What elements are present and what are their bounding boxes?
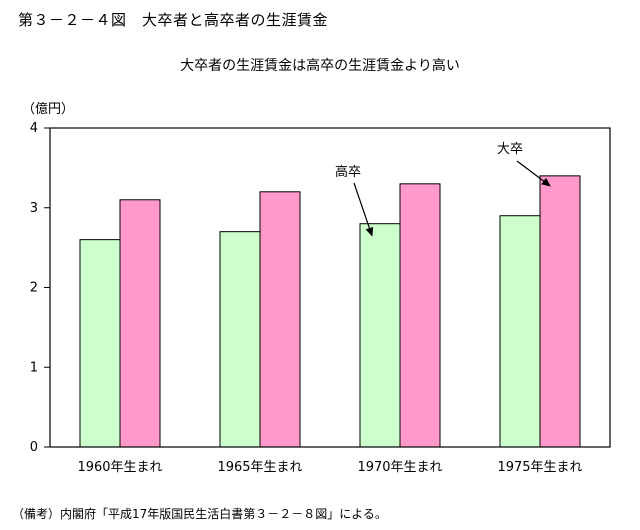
x-category-label: 1965年生まれ (217, 460, 302, 475)
axes-group: 0 1 2 3 4 1960年生まれ 1965年生まれ 1970年生まれ 1975年生まれ (30, 121, 611, 475)
bars-group (79, 175, 581, 448)
chart-subtitle: 大卒者の生涯賃金は高卒の生涯賃金より高い (180, 58, 460, 74)
annotations-group: 高卒 大卒 (335, 142, 551, 237)
y-tick-label: 2 (30, 281, 38, 296)
y-tick-label: 3 (30, 201, 38, 216)
y-tick-label: 1 (30, 360, 38, 375)
annotation-arrow-1 (516, 160, 551, 187)
y-axis-unit-label: （億円） (22, 102, 75, 117)
annotation-label-1: 大卒 (497, 142, 523, 157)
x-category-label: 1970年生まれ (357, 460, 442, 475)
bar-series0-cat1 (219, 231, 261, 448)
y-tick-label: 0 (30, 440, 38, 455)
bar-series0-cat0 (79, 239, 121, 448)
bar-series1-cat3 (539, 175, 581, 448)
source-footnote: （備考）内閣府「平成17年版国民生活白書第３－２－８図」による。 (12, 507, 387, 521)
x-category-label: 1960年生まれ (77, 460, 162, 475)
bar-series1-cat1 (259, 191, 301, 448)
x-category-label: 1975年生まれ (497, 460, 582, 475)
bar-series1-cat2 (399, 183, 441, 448)
bar-series0-cat3 (499, 215, 541, 448)
bar-series1-cat0 (119, 199, 161, 448)
y-tick-label: 4 (30, 121, 38, 136)
annotation-arrow-0 (353, 182, 374, 237)
figure-title: 第３－２－４図 大卒者と高卒者の生涯賃金 (18, 11, 329, 29)
annotation-label-0: 高卒 (335, 164, 361, 180)
bar-series0-cat2 (359, 223, 401, 448)
